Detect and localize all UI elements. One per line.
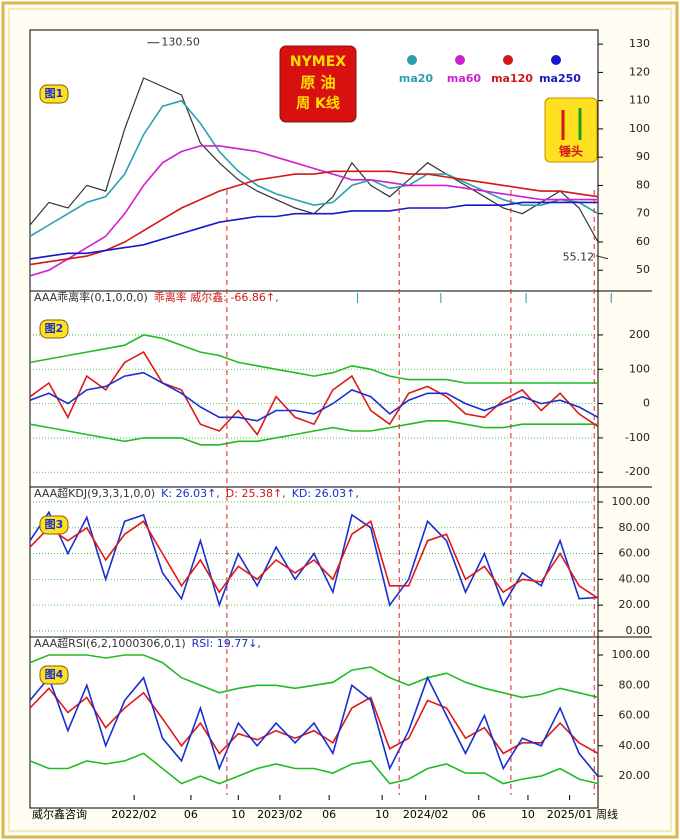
badge-box: [544, 97, 598, 163]
source: 威尔鑫咨询: [32, 807, 87, 821]
banner-box: [279, 45, 357, 123]
panel-label: 图1: [45, 87, 64, 100]
series-line: [29, 145, 598, 277]
series-line: [29, 654, 599, 699]
y-tick-label: 100: [629, 362, 650, 375]
y-tick-label: 0: [643, 397, 650, 410]
badge-text: 锤头: [559, 144, 583, 159]
y-tick-label: 40.00: [619, 572, 651, 585]
x-tick-label: 2025/01: [547, 808, 593, 821]
legend-label: ma120: [491, 72, 533, 85]
banner: NYMEX 原 油 周 K线: [279, 45, 357, 123]
legend-marker: [455, 55, 465, 65]
pattern-badge: 锤头: [544, 97, 598, 163]
y-tick-label: 20.00: [619, 769, 651, 782]
x-tick-label: 2022/02: [111, 808, 157, 821]
panel-header: K: 26.03↑,: [161, 487, 220, 500]
annotation: 130.50: [161, 36, 200, 49]
x-tick-label: 06: [472, 808, 486, 821]
y-tick-label: 200: [629, 328, 650, 341]
banner-text: NYMEX: [290, 54, 346, 70]
banner-text: 原 油: [300, 74, 335, 92]
y-tick-label: 0.00: [626, 624, 651, 637]
x-tick-label: 10: [231, 808, 245, 821]
legend-marker: [503, 55, 513, 65]
banner-text: 周 K线: [296, 95, 340, 112]
panel-header: AAA超RSI(6,2,1000306,0,1): [34, 636, 186, 650]
panel-badge: [39, 84, 69, 104]
legend-marker: [407, 55, 417, 65]
y-tick-label: 20.00: [619, 598, 651, 611]
y-tick-label: 60: [636, 235, 650, 248]
panel-label: 图4: [45, 668, 64, 681]
y-tick-label: 40.00: [619, 739, 651, 752]
panel-label: 图3: [45, 518, 64, 531]
panel-header: 乖离率 威尔鑫: -66.86↑,: [154, 290, 279, 304]
panel-label: 图2: [45, 322, 64, 335]
legend-label: ma20: [399, 72, 434, 85]
panel-badge: [39, 515, 69, 535]
panel-header: KD: 26.03↑,: [292, 487, 359, 500]
annotation-leader: [595, 255, 609, 260]
legend-marker: [551, 55, 561, 65]
y-tick-label: 80.00: [619, 678, 651, 691]
panel-badge: [39, 665, 69, 685]
period: 周线: [596, 807, 618, 821]
series-line: [29, 687, 599, 755]
x-tick-label: 06: [322, 808, 336, 821]
y-tick-label: 130: [629, 37, 650, 50]
y-tick-label: 50: [636, 263, 650, 276]
panel-header: RSI: 19.77↓,: [192, 637, 261, 650]
series-line: [29, 752, 599, 785]
y-tick-label: 80: [636, 178, 650, 191]
y-tick-label: 100.00: [612, 648, 651, 661]
y-tick-label: 80.00: [619, 521, 651, 534]
y-tick-label: 100.00: [612, 495, 651, 508]
y-tick-label: -100: [625, 431, 650, 444]
y-tick-label: 70: [636, 207, 650, 220]
legend-label: ma250: [539, 72, 581, 85]
y-tick-label: 60.00: [619, 547, 651, 560]
series-line: [29, 170, 599, 266]
y-tick-label: 100: [629, 122, 650, 135]
annotation: 55.12: [563, 251, 595, 264]
panel-badge: [39, 319, 69, 339]
legend-label: ma60: [447, 72, 482, 85]
series-line: [29, 99, 599, 237]
series-line: [29, 334, 598, 384]
y-tick-label: 90: [636, 150, 650, 163]
y-tick-label: -200: [625, 465, 650, 478]
x-tick-label: 10: [521, 808, 535, 821]
series-line: [29, 520, 599, 599]
plot-area: [29, 29, 599, 809]
y-tick-label: 120: [629, 65, 650, 78]
y-tick-label: 60.00: [619, 709, 651, 722]
frame-inner: [8, 8, 672, 832]
series-line: [29, 201, 598, 260]
series-line: [29, 420, 598, 446]
x-tick-label: 06: [184, 808, 198, 821]
series-line: [29, 351, 599, 436]
series-line: [29, 371, 599, 422]
panel-header: D: 25.38↑,: [226, 487, 286, 500]
y-tick-label: 110: [629, 94, 650, 107]
series-line: [29, 675, 599, 777]
x-tick-label: 2023/02: [257, 808, 303, 821]
panel-header: AAA乖离率(0,1,0,0,0): [34, 290, 148, 304]
x-tick-label: 2024/02: [403, 808, 449, 821]
x-tick-label: 10: [375, 808, 389, 821]
panel-header: AAA超KDJ(9,3,3,1,0,0): [34, 486, 155, 500]
series-line: [29, 510, 599, 608]
